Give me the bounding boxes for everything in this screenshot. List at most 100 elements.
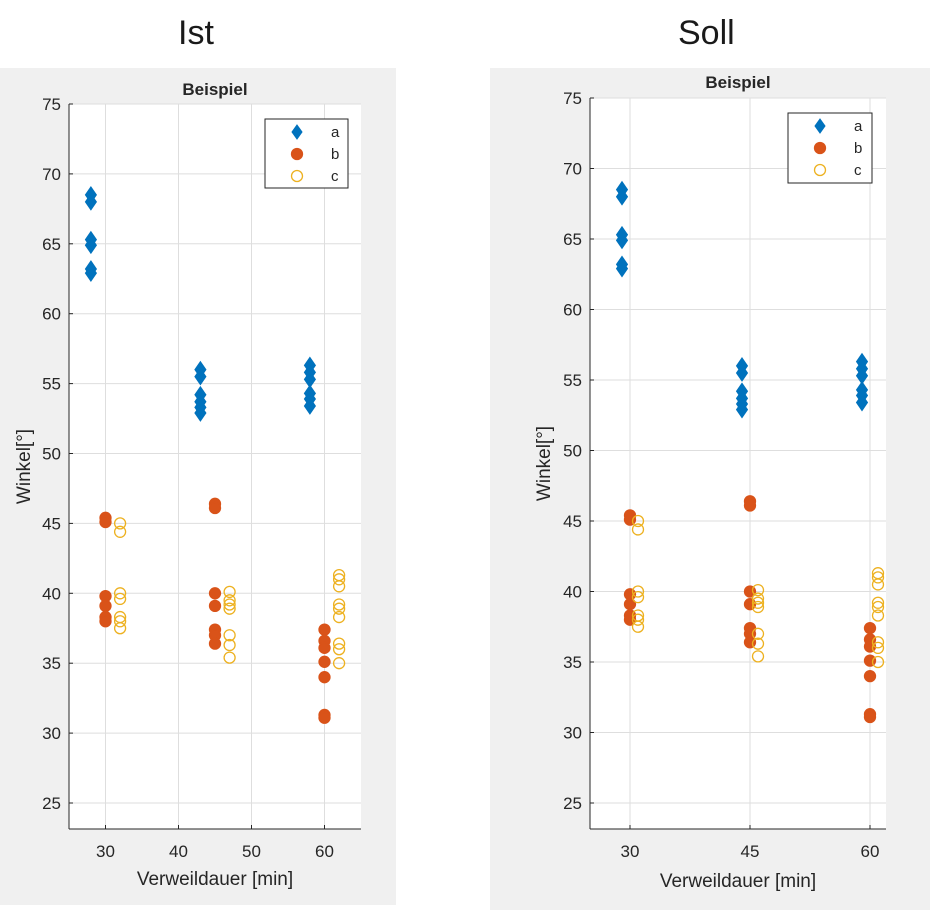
- chart-title: Beispiel: [705, 73, 770, 92]
- marker-c: [631, 523, 645, 536]
- marker-c: [223, 629, 236, 642]
- marker-a: [615, 259, 629, 278]
- legend-label-a: a: [331, 124, 340, 141]
- x-tick-label: 50: [242, 842, 261, 861]
- legend-label-c: c: [854, 162, 862, 179]
- x-tick-label: 30: [96, 842, 115, 861]
- marker-b: [743, 499, 757, 512]
- marker-a: [735, 364, 749, 382]
- marker-c: [751, 596, 765, 609]
- marker-a: [194, 367, 207, 386]
- marker-b: [623, 513, 637, 526]
- marker-c: [871, 578, 885, 591]
- y-tick-label: 55: [563, 371, 582, 390]
- marker-c: [631, 585, 645, 598]
- legend-marker-c: [813, 163, 827, 177]
- marker-b: [318, 711, 331, 724]
- marker-c: [332, 580, 346, 593]
- legend-label-b: b: [854, 140, 862, 157]
- legend: abc: [787, 112, 873, 184]
- marker-c: [751, 650, 765, 663]
- marker-c: [223, 651, 236, 664]
- x-tick-label: 45: [741, 842, 760, 861]
- y-tick-label: 60: [42, 305, 61, 324]
- legend-box: [264, 118, 349, 189]
- x-axis-label: Verweildauer [min]: [137, 869, 293, 890]
- series-b: [99, 497, 331, 724]
- marker-b: [208, 599, 222, 613]
- y-tick-label: 25: [563, 794, 582, 813]
- marker-c: [332, 637, 346, 650]
- y-tick-label: 50: [563, 442, 582, 461]
- marker-b: [863, 710, 877, 724]
- y-tick-label: 60: [563, 301, 582, 320]
- marker-b: [863, 622, 877, 635]
- y-tick-label: 40: [563, 583, 582, 602]
- heading-soll: Soll: [678, 14, 735, 52]
- marker-c: [871, 636, 885, 649]
- chart-title: Beispiel: [182, 80, 247, 99]
- marker-c: [113, 587, 127, 600]
- y-tick-label: 65: [563, 230, 582, 249]
- marker-c: [751, 583, 765, 597]
- marker-b: [99, 515, 112, 529]
- marker-b: [208, 587, 222, 600]
- y-tick-label: 25: [42, 794, 61, 813]
- marker-a: [84, 264, 98, 283]
- marker-c: [631, 590, 645, 604]
- x-tick-label: 60: [315, 842, 334, 861]
- y-tick-label: 40: [42, 584, 61, 603]
- heading-ist: Ist: [178, 14, 214, 52]
- marker-c: [223, 638, 236, 652]
- marker-c: [113, 592, 127, 606]
- legend-label-b: b: [331, 146, 339, 163]
- legend-label-a: a: [854, 118, 863, 135]
- legend-marker-c: [290, 169, 304, 183]
- y-tick-label: 35: [42, 654, 61, 673]
- legend-marker-b: [290, 147, 304, 161]
- marker-c: [631, 613, 645, 626]
- series-a: [84, 185, 317, 422]
- marker-a: [615, 231, 629, 250]
- series-c: [113, 517, 346, 670]
- y-tick-label: 65: [42, 235, 61, 254]
- legend-marker-a: [814, 118, 826, 134]
- marker-c: [751, 637, 765, 650]
- marker-c: [223, 594, 236, 607]
- legend-label-c: c: [331, 168, 339, 185]
- y-tick-label: 30: [563, 724, 582, 743]
- marker-c: [631, 620, 645, 633]
- marker-b: [318, 641, 331, 654]
- marker-a: [194, 404, 207, 422]
- marker-a: [303, 397, 317, 415]
- marker-c: [631, 514, 645, 528]
- scatter-chart-ist: 25 30 35 40 45 50 55 60 65 70 75 30 40 50 60 Beispiel Ve…: [14, 80, 361, 890]
- x-axis-label: Verweildauer [min]: [660, 871, 816, 892]
- marker-c: [113, 517, 127, 530]
- marker-b: [99, 599, 112, 613]
- x-tick-label: 40: [169, 842, 188, 861]
- marker-a: [615, 187, 629, 206]
- marker-b: [318, 655, 331, 668]
- y-tick-label: 70: [42, 165, 61, 184]
- marker-b: [208, 637, 222, 650]
- marker-c: [871, 571, 885, 584]
- marker-a: [84, 236, 98, 255]
- y-tick-label: 45: [563, 512, 582, 531]
- series-b: [623, 495, 877, 724]
- plot-area: [69, 104, 361, 829]
- marker-c: [871, 641, 885, 655]
- marker-c: [751, 627, 765, 640]
- marker-c: [751, 600, 765, 614]
- marker-c: [332, 573, 346, 586]
- series-a: [615, 180, 869, 419]
- marker-c: [223, 585, 236, 599]
- marker-c: [223, 602, 236, 615]
- y-tick-label: 45: [42, 514, 61, 533]
- marker-b: [99, 615, 112, 628]
- plot-area: [590, 98, 886, 829]
- marker-c: [871, 609, 885, 622]
- marker-c: [223, 598, 236, 611]
- marker-c: [332, 610, 346, 624]
- marker-c: [332, 598, 346, 611]
